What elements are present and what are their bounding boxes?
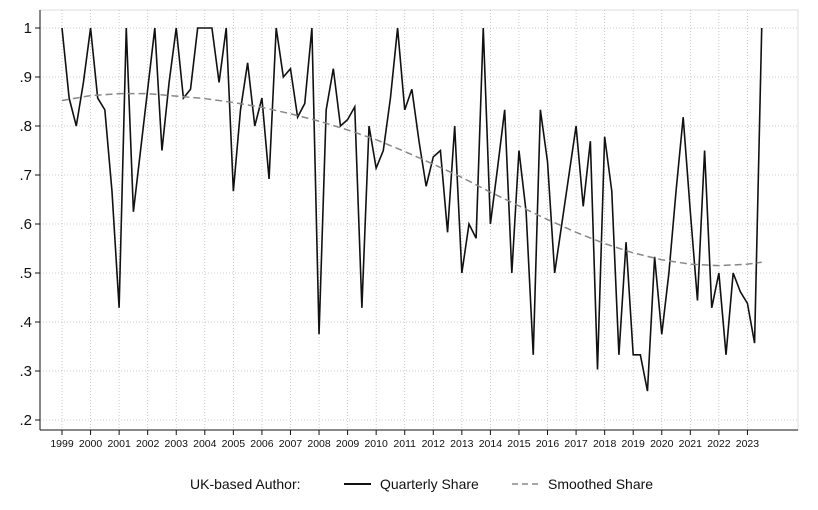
legend-title: UK-based Author: <box>190 476 301 492</box>
smoothed-share-line <box>61 92 762 267</box>
x-axis: 1999 2000 2001 2002 2003 2004 2005 2006 2007 2008… <box>40 429 798 450</box>
x-tick-label: 2020 <box>650 438 674 450</box>
x-tick-label: 2003 <box>165 438 189 450</box>
y-tick-label: .6 <box>19 216 32 233</box>
legend-label-smoothed: Smoothed Share <box>548 476 653 492</box>
x-tick-label: 2000 <box>79 438 103 450</box>
x-tick-label: 2011 <box>393 438 416 450</box>
y-tick-label: .4 <box>19 314 32 331</box>
x-tick-label: 2016 <box>536 438 560 450</box>
x-tick-label: 2023 <box>736 438 760 450</box>
x-tick-label: 2005 <box>222 438 246 450</box>
y-gridlines <box>40 27 798 421</box>
legend-label-quarterly: Quarterly Share <box>380 476 479 492</box>
x-tick-label: 2017 <box>564 438 588 450</box>
x-tick-label: 2007 <box>279 438 303 450</box>
x-tick-label: 2013 <box>450 438 474 450</box>
plot-area <box>39 9 799 431</box>
y-tick-label: .7 <box>19 167 32 184</box>
x-tick-label: 2001 <box>107 438 131 450</box>
y-tick-label: .9 <box>19 69 32 86</box>
x-tick-label: 2009 <box>336 438 360 450</box>
x-tick-label: 2006 <box>250 438 274 450</box>
series-layer <box>61 27 763 392</box>
y-tick-label: .5 <box>19 265 32 282</box>
x-tick-label: 1999 <box>50 438 74 450</box>
x-tick-label: 2019 <box>622 438 646 450</box>
x-tick-label: 2015 <box>507 438 531 450</box>
y-tick-label: .3 <box>19 363 32 380</box>
x-tick-label: 2010 <box>364 438 388 450</box>
x-tick-label: 2021 <box>679 438 703 450</box>
legend: UK-based Author: Quarterly Share Smoothe… <box>190 476 653 492</box>
y-tick-label: 1 <box>24 20 32 37</box>
x-tick-label: 2018 <box>593 438 617 450</box>
y-tick-label: .2 <box>19 412 32 429</box>
x-tick-label: 2004 <box>193 438 217 450</box>
y-tick-label: .8 <box>19 118 32 135</box>
x-tick-label: 2008 <box>307 438 331 450</box>
x-tick-label: 2002 <box>136 438 160 450</box>
x-tick-label: 2022 <box>707 438 731 450</box>
quarterly-share-line <box>61 27 763 392</box>
x-tick-label: 2014 <box>479 438 503 450</box>
x-tick-label: 2012 <box>422 438 446 450</box>
y-axis: 1 .9 .8 .7 .6 .5 .4 .3 .2 <box>19 10 41 430</box>
